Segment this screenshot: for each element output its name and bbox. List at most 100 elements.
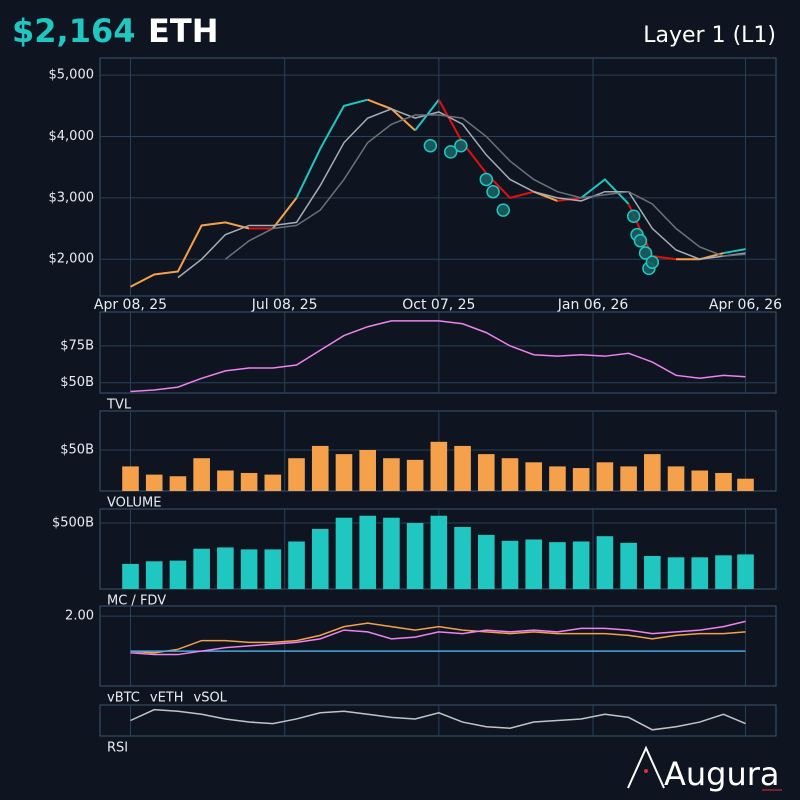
event-marker <box>633 234 648 248</box>
bar <box>359 450 376 491</box>
panel-title: MC / FDV <box>107 594 166 609</box>
bar <box>667 466 685 491</box>
event-marker <box>638 246 653 260</box>
panel-title: VOLUME <box>107 496 161 511</box>
legend-entry: vBTC <box>107 691 140 706</box>
price-line <box>295 98 368 199</box>
bar <box>620 466 637 491</box>
bar <box>691 557 709 589</box>
y-tick-label: $5,000 <box>49 68 95 83</box>
panel-frame <box>99 57 777 297</box>
event-marker <box>645 255 660 270</box>
bar <box>383 517 400 589</box>
x-tick-label: Apr 06, 26 <box>709 297 782 313</box>
event-marker <box>443 145 458 159</box>
bar <box>217 470 234 491</box>
bar <box>288 458 305 491</box>
bar <box>288 541 305 589</box>
bar <box>737 478 754 491</box>
bar <box>501 458 519 491</box>
x-tick-label: Apr 08, 25 <box>94 297 167 313</box>
panel-frame <box>99 605 777 687</box>
bar <box>477 534 495 589</box>
bar <box>122 563 139 589</box>
bar <box>501 540 519 589</box>
bar <box>311 445 329 491</box>
price-line <box>130 221 250 288</box>
bar <box>311 528 329 589</box>
price: $2,164 <box>12 12 135 50</box>
price-line <box>723 248 746 255</box>
event-marker <box>496 203 510 217</box>
legend-entry: vSOL <box>194 691 228 706</box>
price-line <box>580 178 630 205</box>
symbol: ETH <box>148 12 218 50</box>
series-line <box>130 622 746 654</box>
bar <box>335 454 353 491</box>
bar <box>406 522 424 589</box>
bar <box>644 555 661 589</box>
series-line <box>224 114 746 260</box>
bar <box>525 539 543 589</box>
bar <box>335 517 353 589</box>
bar <box>406 459 424 491</box>
category: Layer 1 (L1) <box>643 23 776 48</box>
bar <box>596 462 614 491</box>
bar <box>737 554 754 589</box>
bar <box>572 541 590 589</box>
y-tick-label: $50B <box>60 443 94 458</box>
bar <box>430 441 448 491</box>
bar <box>620 542 637 589</box>
bar <box>525 462 543 491</box>
bar <box>264 549 282 589</box>
bar <box>240 549 258 589</box>
bar <box>122 466 139 491</box>
bar <box>193 548 210 589</box>
bar <box>549 466 566 491</box>
bar <box>169 476 187 491</box>
series-line <box>130 708 746 731</box>
y-tick-label: $3,000 <box>49 190 95 205</box>
bar <box>240 472 258 491</box>
bar <box>145 561 163 589</box>
bar <box>383 458 400 491</box>
legend-entry: vETH <box>150 691 184 706</box>
bar <box>264 474 282 491</box>
bar <box>430 515 448 589</box>
x-tick-label: Jul 08, 25 <box>251 297 318 313</box>
bar <box>644 454 661 491</box>
event-marker <box>626 209 641 224</box>
series-line <box>130 320 746 393</box>
logo-mark <box>627 745 665 789</box>
y-tick-label: 2.00 <box>65 609 94 624</box>
y-tick-label: $75B <box>60 338 94 353</box>
price-line <box>272 197 298 230</box>
panel-title: TVL <box>106 398 132 413</box>
event-marker <box>479 172 494 187</box>
bar <box>193 458 210 491</box>
series-line <box>177 108 746 279</box>
event-marker <box>454 138 468 153</box>
series-line <box>130 620 746 656</box>
bar <box>596 536 614 589</box>
bar <box>667 557 685 589</box>
panel-frame <box>99 704 777 737</box>
x-tick-label: Oct 07, 25 <box>402 297 475 313</box>
logo-dot <box>644 769 648 773</box>
event-marker <box>423 138 438 153</box>
bar <box>477 454 495 491</box>
y-tick-label: $2,000 <box>49 252 95 267</box>
bar <box>549 542 566 589</box>
y-tick-label: $50B <box>60 375 94 390</box>
bar <box>715 472 732 491</box>
panel-frame <box>99 311 777 394</box>
logo: Augura <box>664 755 780 793</box>
bar <box>169 560 187 589</box>
bar <box>454 445 471 491</box>
bar <box>572 468 590 491</box>
bar <box>454 526 471 589</box>
event-marker <box>486 184 500 199</box>
bar <box>217 547 234 589</box>
